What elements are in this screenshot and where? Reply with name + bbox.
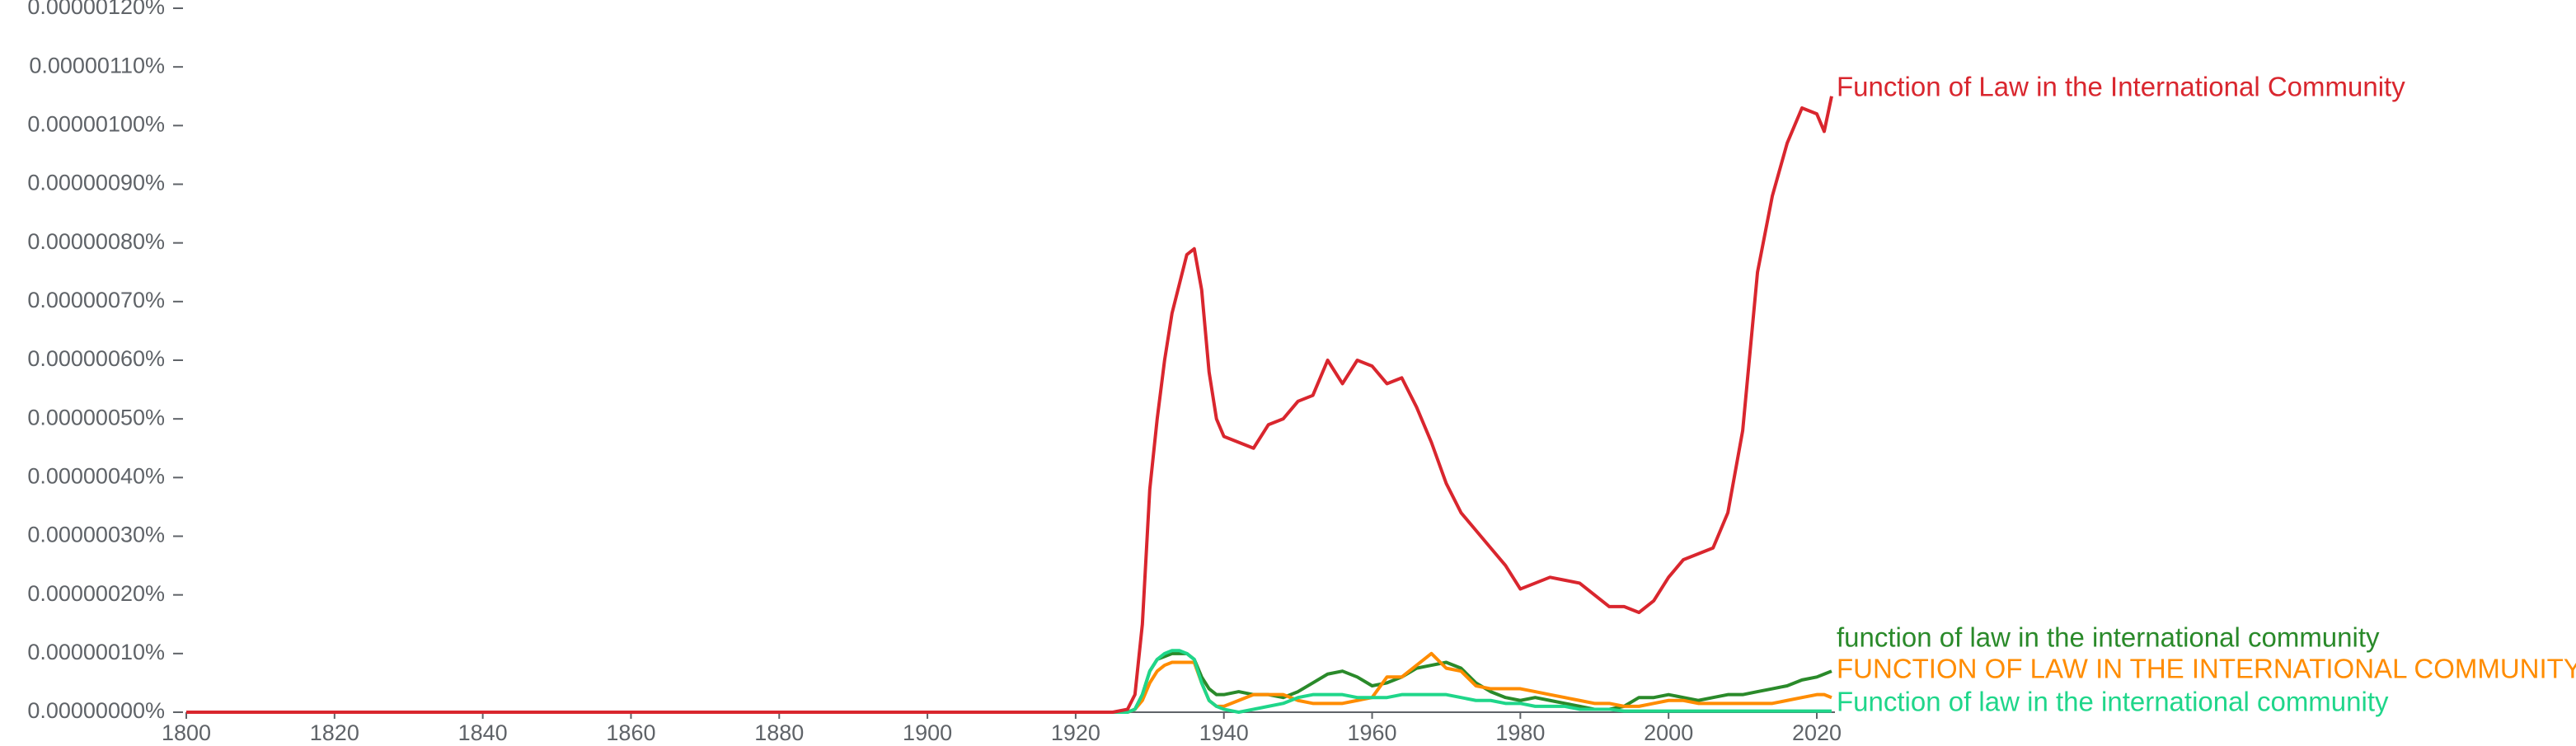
y-tick-label: 0.00000120% <box>27 0 165 19</box>
y-tick-label: 0.00000040% <box>27 463 165 488</box>
x-tick-label: 1820 <box>310 720 359 745</box>
series-label: Function of Law in the International Com… <box>1837 72 2405 102</box>
x-tick-label: 1800 <box>162 720 211 745</box>
x-tick-label: 1900 <box>903 720 952 745</box>
y-tick-label: 0.00000060% <box>27 346 165 371</box>
series-label: Function of law in the international com… <box>1837 687 2389 717</box>
y-tick-label: 0.00000110% <box>29 53 165 77</box>
x-tick-label: 1980 <box>1495 720 1545 745</box>
x-tick-label: 2020 <box>1792 720 1842 745</box>
x-tick-label: 1960 <box>1348 720 1397 745</box>
series-line <box>186 96 1833 714</box>
y-tick-label: 0.00000090% <box>27 171 165 195</box>
x-tick-label: 1840 <box>458 720 508 745</box>
series-label: function of law in the international com… <box>1837 622 2380 653</box>
x-tick-label: 1880 <box>754 720 804 745</box>
x-tick-label: 2000 <box>1644 720 1693 745</box>
x-tick-label: 1860 <box>606 720 655 745</box>
x-tick-label: 1940 <box>1199 720 1249 745</box>
y-tick-label: 0.00000000% <box>27 698 165 723</box>
series-line <box>186 651 1832 714</box>
y-tick-label: 0.00000080% <box>27 229 165 254</box>
series-line <box>186 651 1832 714</box>
y-tick-label: 0.00000100% <box>27 111 165 136</box>
y-tick-label: 0.00000020% <box>27 581 165 606</box>
x-tick-label: 1920 <box>1051 720 1100 745</box>
y-tick-label: 0.00000010% <box>27 640 165 664</box>
y-tick-label: 0.00000070% <box>27 288 165 312</box>
y-tick-label: 0.00000050% <box>27 405 165 429</box>
series-line <box>186 649 1832 714</box>
y-tick-label: 0.00000030% <box>27 523 165 547</box>
series-label: FUNCTION OF LAW IN THE INTERNATIONAL COM… <box>1837 654 2576 684</box>
